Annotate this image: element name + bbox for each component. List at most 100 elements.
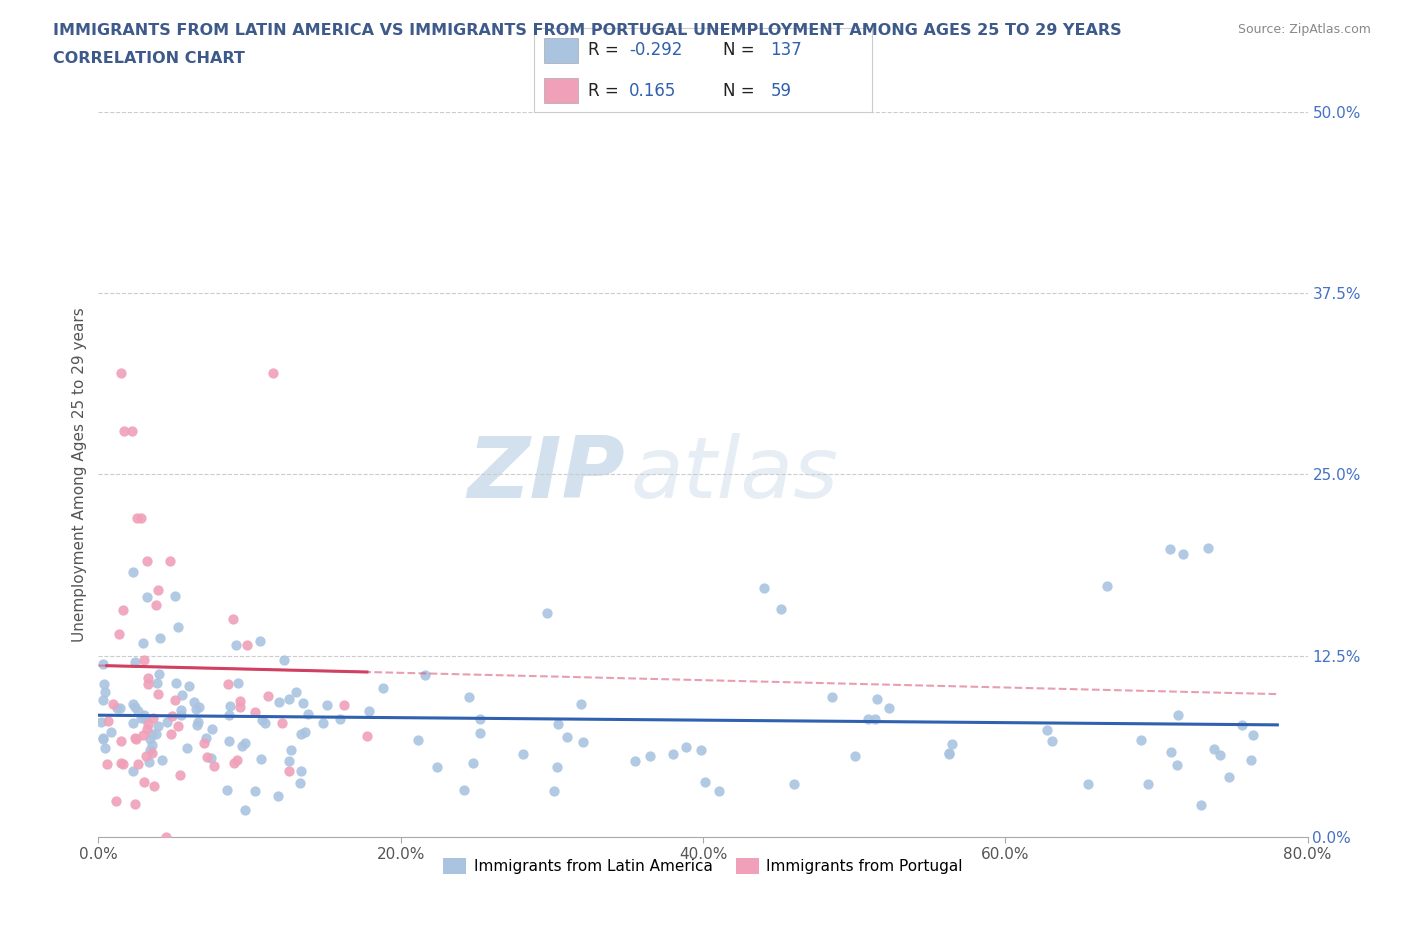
Point — [280, 743, 302, 758]
Bar — [544, 38, 578, 63]
Point — [91, 657, 114, 671]
Point — [257, 689, 280, 704]
Point — [187, 715, 209, 730]
Point — [1137, 777, 1160, 791]
Point — [111, 602, 134, 617]
Point — [127, 704, 149, 719]
Point — [938, 746, 960, 761]
Point — [709, 783, 731, 798]
Point — [1160, 744, 1182, 759]
Point — [167, 719, 190, 734]
Point — [148, 666, 170, 681]
Point — [135, 749, 157, 764]
Point — [752, 580, 775, 595]
Point — [769, 602, 792, 617]
Point — [273, 653, 295, 668]
Point — [187, 699, 209, 714]
Point — [163, 589, 186, 604]
Point — [218, 698, 240, 713]
Point — [152, 752, 174, 767]
Point — [844, 749, 866, 764]
Point — [93, 740, 115, 755]
Point — [941, 737, 963, 751]
Point — [294, 724, 316, 739]
Point — [572, 735, 595, 750]
Point — [1218, 770, 1240, 785]
Point — [97, 714, 120, 729]
Point — [262, 365, 284, 380]
Point — [195, 730, 218, 745]
Point — [124, 731, 146, 746]
Point — [290, 764, 312, 778]
Point — [312, 716, 335, 731]
Point — [129, 711, 152, 725]
Point — [146, 583, 169, 598]
Point — [184, 702, 207, 717]
Point — [1230, 717, 1253, 732]
Point — [271, 715, 294, 730]
Point — [176, 740, 198, 755]
Point — [222, 612, 245, 627]
Point — [231, 738, 253, 753]
Point — [253, 715, 276, 730]
Point — [877, 700, 900, 715]
Point — [512, 747, 534, 762]
Point — [141, 737, 163, 752]
Point — [149, 631, 172, 645]
Text: 0.165: 0.165 — [628, 82, 676, 100]
Point — [222, 755, 245, 770]
Point — [170, 687, 193, 702]
Point — [285, 684, 308, 699]
Point — [132, 708, 155, 723]
Point — [121, 423, 143, 438]
Point — [170, 708, 193, 723]
Point — [1241, 727, 1264, 742]
Text: R =: R = — [588, 82, 619, 100]
Point — [856, 711, 879, 726]
Point — [329, 711, 352, 726]
Point — [159, 726, 181, 741]
Point — [132, 711, 155, 725]
Point — [146, 718, 169, 733]
Point — [783, 777, 806, 791]
Text: Source: ZipAtlas.com: Source: ZipAtlas.com — [1237, 23, 1371, 36]
Point — [215, 782, 238, 797]
Point — [458, 689, 481, 704]
Point — [638, 749, 661, 764]
Point — [536, 605, 558, 620]
Text: 59: 59 — [770, 82, 792, 100]
Legend: Immigrants from Latin America, Immigrants from Portugal: Immigrants from Latin America, Immigrant… — [437, 852, 969, 880]
Point — [217, 677, 239, 692]
Point — [250, 751, 273, 766]
Point — [127, 756, 149, 771]
Point — [292, 695, 315, 710]
Point — [1077, 777, 1099, 791]
Point — [1040, 733, 1063, 748]
Point — [91, 692, 114, 707]
Point — [543, 783, 565, 798]
Point — [110, 755, 132, 770]
Point — [177, 679, 200, 694]
Point — [290, 776, 312, 790]
Point — [225, 752, 247, 767]
Point — [1166, 757, 1188, 772]
Text: atlas: atlas — [630, 432, 838, 516]
Point — [141, 726, 163, 741]
Point — [555, 730, 578, 745]
Point — [290, 727, 312, 742]
Point — [267, 89, 290, 104]
Point — [142, 778, 165, 793]
Point — [139, 743, 162, 758]
Point — [249, 633, 271, 648]
Point — [145, 727, 167, 742]
Text: 137: 137 — [770, 42, 803, 60]
Point — [155, 830, 177, 844]
Point — [138, 677, 160, 692]
Y-axis label: Unemployment Among Ages 25 to 29 years: Unemployment Among Ages 25 to 29 years — [72, 307, 87, 642]
Point — [124, 655, 146, 670]
Point — [135, 722, 157, 737]
Point — [662, 746, 685, 761]
Point — [165, 675, 187, 690]
Point — [91, 731, 114, 746]
Point — [1130, 732, 1153, 747]
